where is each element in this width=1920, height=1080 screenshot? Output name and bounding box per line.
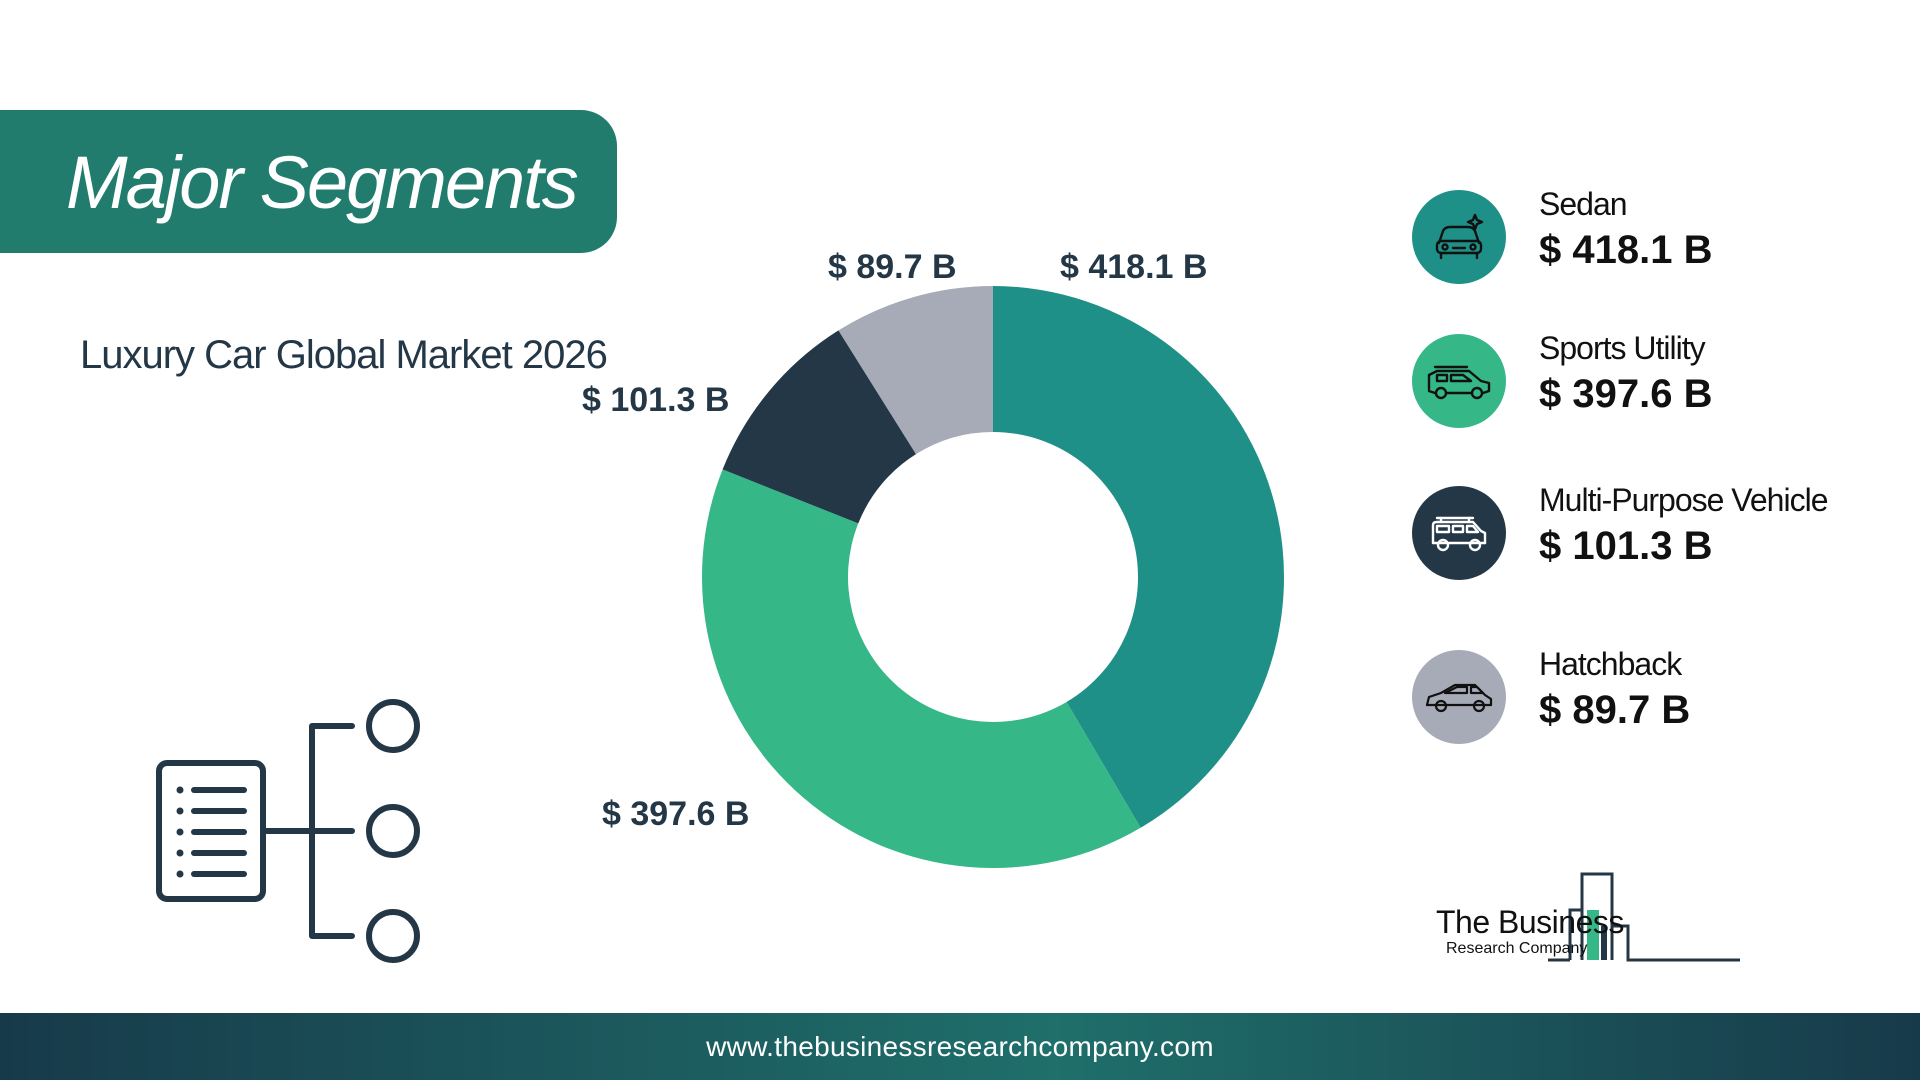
slice-sedan <box>993 286 1284 828</box>
sedan-icon <box>1435 213 1484 260</box>
legend-item-sedan: Sedan $ 418.1 B <box>1412 186 1892 296</box>
legend-label: Multi-Purpose Vehicle <box>1539 482 1828 518</box>
hatchback-icon <box>1425 683 1493 713</box>
logo-text-line2: Research Company <box>1446 940 1588 957</box>
title-banner: Major Segments <box>0 110 617 253</box>
hierarchy-list-icon <box>156 699 420 963</box>
website-link[interactable]: www.thebusinessresearchcompany.com <box>706 1030 1214 1062</box>
legend-label: Sports Utility <box>1539 330 1706 366</box>
mpv-icon <box>1431 516 1487 552</box>
legend-swatch <box>1412 190 1506 284</box>
page-title: Major Segments <box>66 141 579 224</box>
legend-value: $ 418.1 B <box>1539 228 1713 272</box>
legend-value: $ 89.7 B <box>1539 688 1691 732</box>
footer-bar: www.thebusinessresearchcompany.com <box>0 1013 1920 1080</box>
legend-value: $ 101.3 B <box>1539 524 1713 568</box>
logo-buildings-icon <box>1548 872 1740 962</box>
chart-subtitle: Luxury Car Global Market 2026 <box>80 333 608 377</box>
legend-item-multi-purpose-vehicle: Multi-Purpose Vehicle $ 101.3 B <box>1412 482 1892 592</box>
data-label-hatchback: $ 89.7 B <box>828 248 957 286</box>
slice-sports-utility <box>702 469 1141 868</box>
company-logo: The Business Research Company <box>1430 868 1750 968</box>
data-label-sports-utility: $ 397.6 B <box>602 795 749 833</box>
legend-label: Sedan <box>1539 186 1628 222</box>
legend-item-sports-utility: Sports Utility $ 397.6 B <box>1412 330 1892 440</box>
legend-swatch <box>1412 486 1506 580</box>
data-label-multi-purpose-vehicle: $ 101.3 B <box>582 381 729 419</box>
suv-icon <box>1427 365 1491 400</box>
legend-label: Hatchback <box>1539 646 1682 682</box>
slice-multi-purpose-vehicle <box>722 330 916 524</box>
slice-hatchback <box>838 286 993 455</box>
legend-swatch <box>1412 334 1506 428</box>
legend-swatch <box>1412 650 1506 744</box>
logo-text-line1: The Business <box>1436 904 1624 940</box>
legend-value: $ 397.6 B <box>1539 372 1713 416</box>
legend-item-hatchback: Hatchback $ 89.7 B <box>1412 646 1892 756</box>
data-label-sedan: $ 418.1 B <box>1060 248 1207 286</box>
